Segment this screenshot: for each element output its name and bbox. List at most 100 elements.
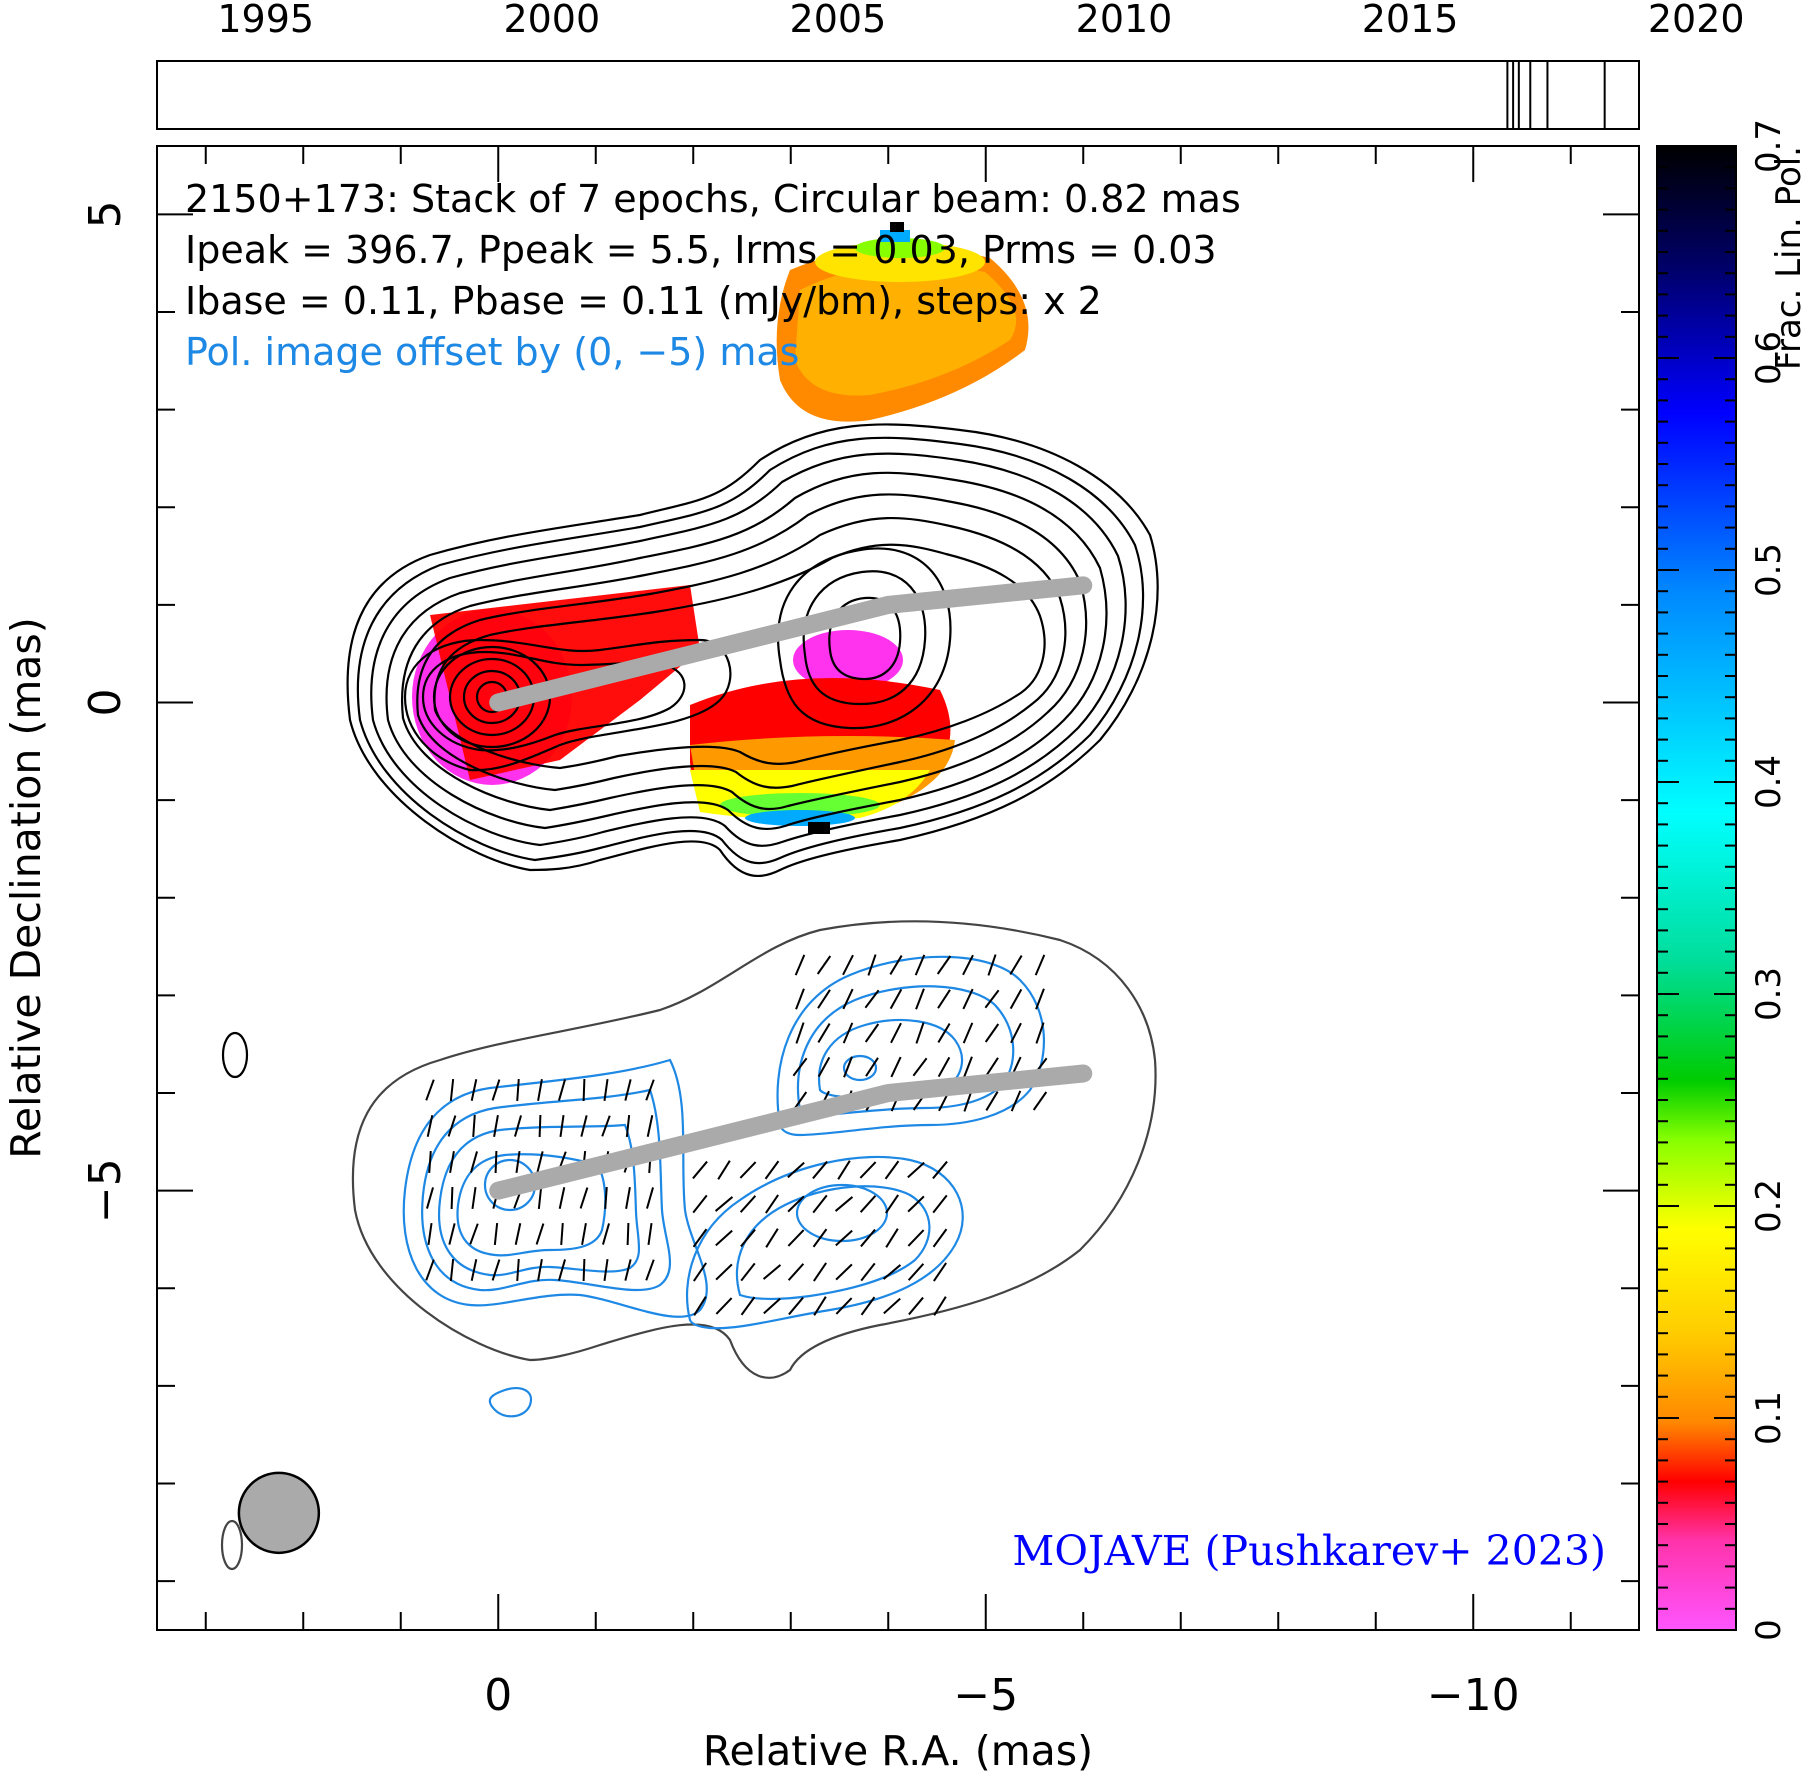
evpa-tick	[646, 1187, 654, 1209]
y-tick-label: 5	[80, 200, 131, 228]
colorbar-tick-label: 0.3	[1749, 967, 1789, 1021]
colorbar-tick-label: 0.6	[1749, 331, 1789, 385]
evpa-tick	[425, 1079, 435, 1101]
credit-text: MOJAVE (Pushkarev+ 2023)	[1012, 1527, 1606, 1575]
evpa-tick	[428, 1150, 432, 1174]
pol-contour	[776, 955, 1045, 1137]
evpa-tick	[812, 1194, 828, 1214]
map-panel: 0 −5 −10 5 0 −5 2150+173: Stack of 7 epochs,…	[2, 145, 1640, 1775]
intensity-contour	[433, 543, 1046, 770]
evpa-tick	[447, 1115, 457, 1137]
evpa-tick	[1035, 988, 1045, 1010]
annotation-offset-note: Pol. image offset by (0, −5) mas	[185, 330, 799, 374]
evpa-tick	[764, 1160, 780, 1180]
evpa-tick	[625, 1186, 631, 1210]
evpa-tick	[739, 1161, 757, 1179]
evpa-tick	[885, 1228, 899, 1248]
beam-ellipse	[237, 1471, 321, 1555]
pol-contour	[402, 1058, 708, 1318]
evpa-tick	[817, 989, 831, 1009]
timeline-year-label: 2020	[1648, 0, 1745, 41]
evpa-tick	[890, 1056, 902, 1078]
evpa-tick	[794, 954, 806, 976]
evpa-tick	[842, 988, 854, 1010]
intensity-contour	[403, 638, 732, 772]
evpa-tick	[842, 954, 854, 976]
timeline-year-label: 2010	[1076, 0, 1173, 41]
evpa-tick	[984, 1023, 1000, 1043]
intensity-contour	[356, 436, 1145, 865]
evpa-tick	[692, 1228, 708, 1248]
upper-knot-pol-yellow	[815, 242, 985, 282]
x-axis-tick-labels: 0 −5 −10	[484, 1670, 1519, 1721]
evpa-tick	[516, 1078, 520, 1102]
evpa-tick	[812, 1228, 828, 1248]
evpa-tick	[843, 1056, 853, 1078]
evpa-tick	[936, 955, 952, 975]
evpa-tick	[765, 1194, 779, 1214]
evpa-tick	[907, 1263, 925, 1281]
evpa-tick	[560, 1222, 564, 1246]
evpa-tick	[933, 1262, 947, 1282]
intensity-contour	[828, 596, 902, 681]
y-tick-label: 0	[80, 689, 131, 717]
evpa-tick	[835, 1297, 853, 1315]
upper-knot-pol-green	[855, 238, 945, 258]
x-axis-label: Relative R.A. (mas)	[703, 1727, 1093, 1775]
evpa-tick	[426, 1115, 434, 1137]
evpa-tick	[582, 1258, 586, 1282]
evpa-tick	[835, 1263, 853, 1281]
evpa-tick	[787, 1195, 805, 1213]
evpa-tick	[867, 954, 877, 976]
evpa-tick	[536, 1151, 544, 1173]
evpa-tick	[937, 989, 951, 1009]
colorbar: 0 0.1 0.2 0.3 0.4 0.5 0.6 0.7 Frac. Lin. Pol.	[1656, 119, 1809, 1641]
evpa-tick	[795, 988, 805, 1010]
evpa-tick	[559, 1114, 565, 1138]
evpa-tick	[494, 1150, 498, 1174]
evpa-tick	[937, 1056, 951, 1078]
evpa-tick	[514, 1223, 522, 1245]
evpa-tick	[582, 1078, 586, 1102]
colorbar-tick-label: 0.4	[1749, 755, 1789, 809]
mid-knot-pol-patch	[793, 630, 903, 690]
pol-contour	[421, 1088, 672, 1292]
evpa-tick	[859, 1195, 877, 1213]
evpa-tick	[860, 1296, 876, 1316]
y-axis-label: Relative Declination (mas)	[2, 617, 50, 1159]
evpa-tick	[1009, 988, 1023, 1010]
colorbar-tick-labels: 0 0.1 0.2 0.3 0.4 0.5 0.6 0.7	[1749, 119, 1789, 1641]
evpa-tick	[491, 1259, 501, 1281]
evpa-tick	[625, 1114, 631, 1138]
colorbar-tick-label: 0.1	[1749, 1391, 1789, 1445]
ridgeline	[489, 576, 1093, 712]
evpa-tick	[963, 1056, 973, 1078]
evpa-tick	[762, 1264, 782, 1280]
evpa-tick	[1009, 955, 1023, 975]
evpa-ticks	[425, 954, 1048, 1316]
evpa-tick	[740, 1228, 756, 1248]
timeline-year-labels: 1995 2000 2005 2010 2015 2020	[217, 0, 1744, 41]
evpa-tick	[813, 1262, 827, 1282]
intensity-contour	[416, 517, 1067, 792]
evpa-tick	[914, 954, 926, 976]
evpa-tick	[842, 1022, 854, 1044]
evpa-tick	[885, 1194, 899, 1214]
evpa-tick	[907, 1195, 925, 1213]
evpa-tick	[740, 1262, 756, 1282]
evpa-tick	[602, 1223, 610, 1245]
colorbar-label: Frac. Lin. Pol.	[1769, 146, 1809, 370]
evpa-tick	[1035, 1022, 1045, 1044]
evpa-tick	[795, 1022, 805, 1044]
evpa-tick	[890, 1022, 902, 1044]
intensity-contour	[777, 547, 952, 730]
colorbar-tick-label: 0	[1749, 1619, 1789, 1641]
map-content	[220, 222, 1159, 1571]
evpa-tick	[883, 1297, 901, 1315]
timeline: 1995 2000 2005 2010 2015 2020	[156, 0, 1745, 130]
colorbar-gradient	[1656, 145, 1737, 1631]
evpa-tick	[915, 1022, 925, 1044]
evpa-tick	[449, 1078, 455, 1102]
evpa-tick	[987, 954, 997, 976]
